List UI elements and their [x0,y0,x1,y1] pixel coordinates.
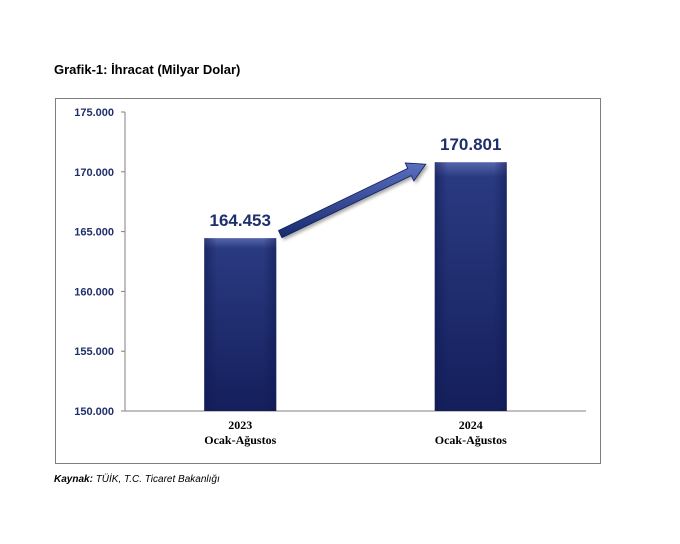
y-tick-label: 170.000 [74,167,114,179]
value-label: 164.453 [210,211,271,230]
x-tick-label: Ocak-Ağustos [204,433,276,447]
bar-shade-2024 [434,162,507,411]
source-text: TÜİK, T.C. Ticaret Bakanlığı [95,474,220,485]
x-tick-label: Ocak-Ağustos [435,433,507,447]
y-tick-label: 165.000 [74,227,114,239]
trend-arrow-shape [277,162,427,239]
axes: 150.000 155.000 160.000 165.000 170.000 175.0… [74,107,586,418]
source-label: Kaynak: [54,474,93,485]
x-tick-label: 2023 [228,418,252,432]
value-label: 170.801 [440,135,501,154]
x-tick-label: 2024 [459,418,483,432]
trend-arrow [277,162,427,239]
source-note: Kaynak: TÜİK, T.C. Ticaret Bakanlığı [54,474,220,485]
labels: 164.4532023Ocak-Ağustos170.8012024Ocak-A… [204,135,507,447]
bar-shade-2023 [204,238,277,411]
bars [204,162,507,411]
page-title: Grafik-1: İhracat (Milyar Dolar) [54,62,241,77]
y-tick-label: 150.000 [74,406,114,418]
y-tick-label: 155.000 [74,346,114,358]
y-tick-label: 175.000 [74,107,114,119]
y-tick-label: 160.000 [74,286,114,298]
chart-frame [55,98,601,464]
